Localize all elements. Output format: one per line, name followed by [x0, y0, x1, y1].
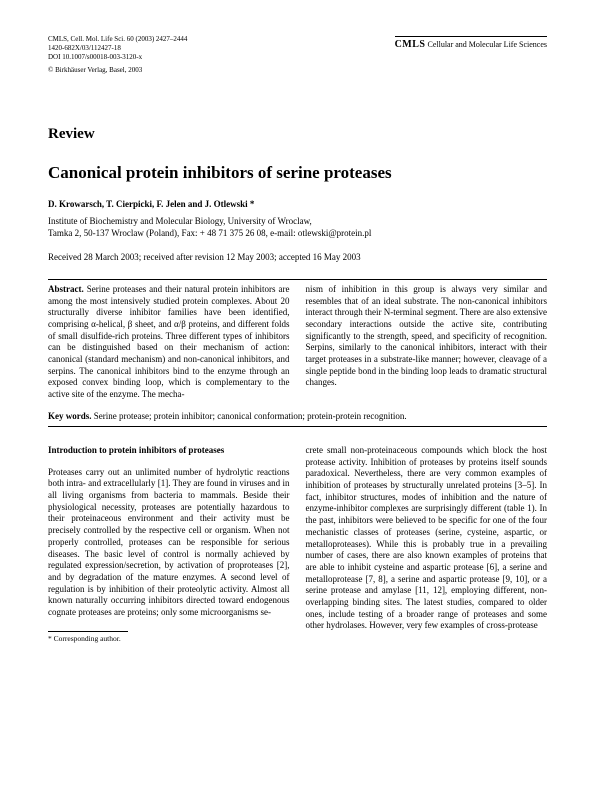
affiliation-line: Tamka 2, 50-137 Wroclaw (Poland), Fax: +… [48, 228, 371, 238]
citation-line: CMLS, Cell. Mol. Life Sci. 60 (2003) 242… [48, 35, 187, 44]
body-text: Proteases carry out an unlimited number … [48, 467, 290, 619]
citation-line: DOI 10.1007/s00018-003-3120-x [48, 53, 187, 62]
keywords: Key words. Serine protease; protein inhi… [48, 411, 547, 422]
journal-brand-block: CMLS Cellular and Molecular Life Science… [395, 35, 547, 52]
dates: Received 28 March 2003; received after r… [48, 252, 547, 263]
journal-full: Cellular and Molecular Life Sciences [427, 40, 547, 49]
abstract-label: Abstract. [48, 284, 84, 294]
journal-abbrev: CMLS [395, 39, 426, 50]
publisher-line: © Birkhäuser Verlag, Basel, 2003 [48, 66, 547, 75]
article-type: Review [48, 125, 547, 144]
section-heading: Introduction to protein inhibitors of pr… [48, 445, 290, 457]
body-col-right: crete small non-proteinaceous compounds … [306, 445, 548, 643]
abstract-text: nism of inhibition in this group is alwa… [306, 284, 548, 388]
article-title: Canonical protein inhibitors of serine p… [48, 162, 547, 183]
body-text: crete small non-proteinaceous compounds … [306, 445, 548, 632]
abstract-col-left: Abstract. Serine proteases and their nat… [48, 284, 290, 401]
footnote-divider [48, 631, 128, 632]
keywords-label: Key words. [48, 411, 92, 421]
citation-line: 1420-682X/03/112427-18 [48, 44, 187, 53]
body-columns: Introduction to protein inhibitors of pr… [48, 445, 547, 643]
abstract: Abstract. Serine proteases and their nat… [48, 284, 547, 401]
abstract-col-right: nism of inhibition in this group is alwa… [306, 284, 548, 401]
keywords-text: Serine protease; protein inhibitor; cano… [94, 411, 407, 421]
divider [48, 426, 547, 427]
footnote: * Corresponding author. [48, 634, 290, 644]
divider [48, 279, 547, 280]
abstract-text: Serine proteases and their natural prote… [48, 284, 290, 399]
page-header: CMLS, Cell. Mol. Life Sci. 60 (2003) 242… [48, 35, 547, 62]
citation-block: CMLS, Cell. Mol. Life Sci. 60 (2003) 242… [48, 35, 187, 62]
authors: D. Krowarsch, T. Cierpicki, F. Jelen and… [48, 199, 547, 210]
affiliation-line: Institute of Biochemistry and Molecular … [48, 216, 312, 226]
affiliation: Institute of Biochemistry and Molecular … [48, 216, 547, 239]
body-col-left: Introduction to protein inhibitors of pr… [48, 445, 290, 643]
